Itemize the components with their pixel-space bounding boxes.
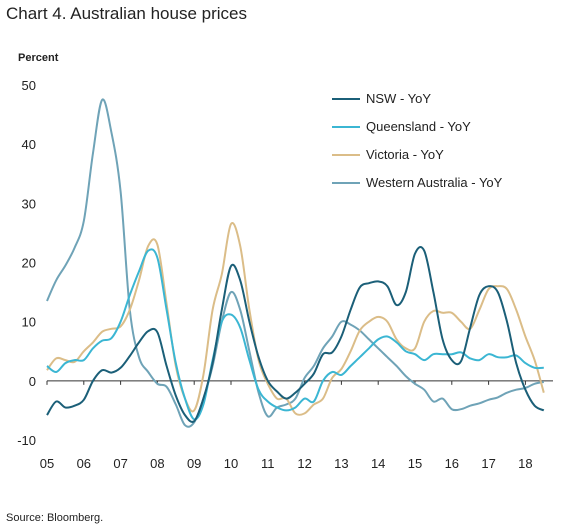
y-ticks: -10 0 10 20 30 40 50 [17, 78, 36, 448]
x-tick-label: 15 [408, 456, 422, 471]
series-line-victoria-yoy [46, 222, 545, 416]
x-ticks: 05 06 07 08 09 10 11 12 13 14 15 16 17 18 [40, 456, 533, 471]
legend-label: Victoria - YoY [366, 147, 444, 162]
x-tick-label: 08 [150, 456, 164, 471]
x-tick-label: 06 [77, 456, 91, 471]
x-tick-label: 16 [445, 456, 459, 471]
legend: NSW - YoY Queensland - YoY Victoria - YoY W… [332, 91, 503, 190]
y-tick-label: -10 [17, 433, 36, 448]
x-tick-label: 17 [481, 456, 495, 471]
y-tick-label: 40 [22, 137, 36, 152]
legend-label: Western Australia - YoY [366, 175, 503, 190]
source-note: Source: Bloomberg. [6, 512, 104, 524]
x-tick-label: 12 [297, 456, 311, 471]
y-tick-label: 30 [22, 196, 36, 211]
y-tick-label: 20 [22, 256, 36, 271]
x-tick-label: 10 [224, 456, 238, 471]
axes [46, 380, 553, 385]
series-line-western-australia-yoy [46, 98, 544, 428]
chart-title: Chart 4. Australian house prices [6, 4, 247, 23]
series-line-queensland-yoy [46, 248, 544, 421]
x-tick-label: 14 [371, 456, 385, 471]
y-axis-label: Percent [18, 52, 59, 64]
x-tick-label: 13 [334, 456, 348, 471]
x-tick-label: 11 [261, 456, 275, 471]
legend-label: Queensland - YoY [366, 119, 471, 134]
x-tick-label: 18 [518, 456, 532, 471]
x-tick-label: 05 [40, 456, 54, 471]
legend-label: NSW - YoY [366, 91, 431, 106]
y-tick-label: 10 [22, 315, 36, 330]
series-lines [46, 98, 545, 428]
x-tick-label: 09 [187, 456, 201, 471]
series-line-nsw-yoy [46, 245, 545, 423]
y-tick-label: 50 [22, 78, 36, 93]
x-tick-label: 07 [113, 456, 127, 471]
y-tick-label: 0 [29, 374, 36, 389]
